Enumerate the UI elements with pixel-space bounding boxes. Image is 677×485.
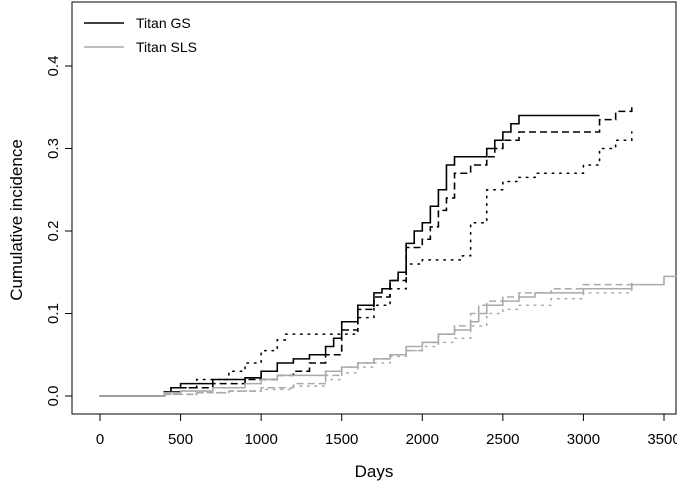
y-axis: 0.0 0.1 0.2 0.3 0.4 [45, 56, 72, 407]
y-tick-label: 0.0 [45, 386, 62, 407]
y-tick-label: 0.2 [45, 221, 62, 242]
x-tick-label: 1000 [244, 431, 277, 448]
plot-frame [71, 1, 677, 415]
x-axis-title: Days [355, 462, 394, 481]
y-tick-label: 0.3 [45, 138, 62, 159]
legend: Titan GS Titan SLS [84, 15, 197, 55]
y-axis-title: Cumulative incidence [7, 139, 26, 301]
x-axis: 0 500 1000 1500 2000 2500 3000 3500 [96, 414, 677, 448]
x-tick-label: 500 [168, 431, 193, 448]
series-line-1-solid [100, 114, 600, 397]
x-tick-label: 3000 [567, 431, 600, 448]
x-tick-label: 2000 [406, 431, 439, 448]
y-tick-label: 0.1 [45, 303, 62, 324]
series-line-4-solid [100, 275, 677, 397]
x-tick-label: 0 [96, 431, 104, 448]
series-line-6-dotted [99, 283, 633, 397]
series-line-5-dashed [100, 280, 633, 397]
series-layer [99, 107, 677, 397]
x-tick-label: 2500 [486, 431, 519, 448]
y-tick-label: 0.4 [45, 56, 62, 77]
legend-label: Titan GS [136, 15, 191, 31]
x-tick-label: 3500 [647, 431, 677, 448]
series-line-2-dashed [100, 107, 633, 397]
x-tick-label: 1500 [325, 431, 358, 448]
series-line-3-dotted [99, 131, 633, 397]
legend-label: Titan SLS [136, 39, 197, 55]
